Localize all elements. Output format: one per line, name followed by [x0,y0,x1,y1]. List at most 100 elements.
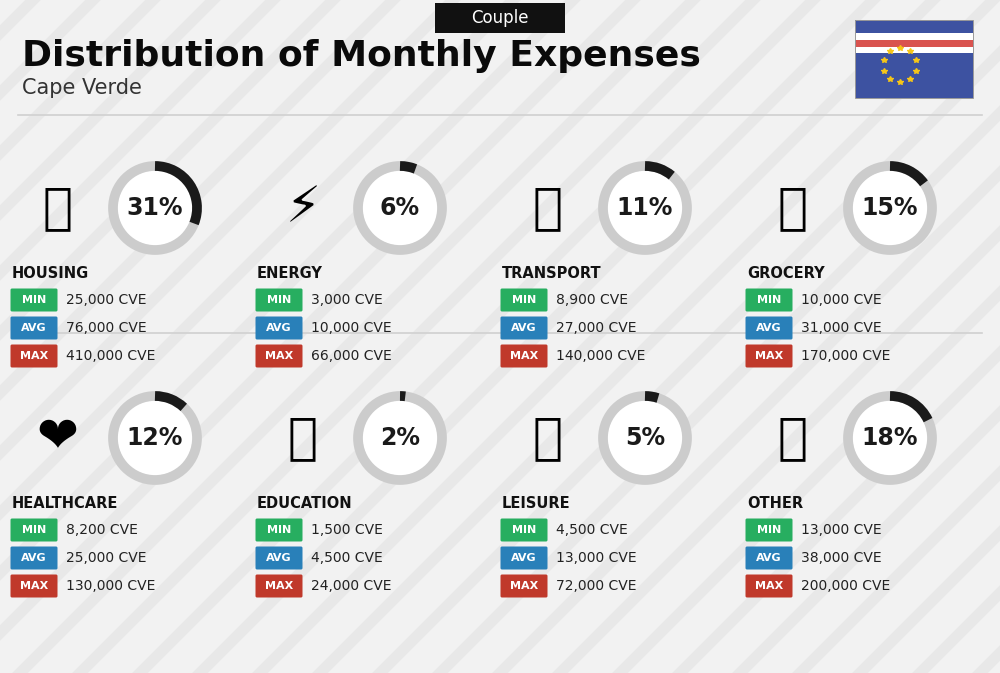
Text: AVG: AVG [511,323,537,333]
Text: MAX: MAX [265,581,293,591]
FancyBboxPatch shape [855,52,973,98]
FancyBboxPatch shape [256,518,302,542]
Text: TRANSPORT: TRANSPORT [502,266,602,281]
Text: 25,000 CVE: 25,000 CVE [66,551,146,565]
Circle shape [852,170,928,246]
Text: MIN: MIN [267,525,291,535]
Circle shape [362,400,438,476]
FancyBboxPatch shape [256,546,302,569]
Text: AVG: AVG [21,323,47,333]
Text: 10,000 CVE: 10,000 CVE [801,293,882,307]
Text: 8,900 CVE: 8,900 CVE [556,293,628,307]
Text: 🏢: 🏢 [43,184,73,232]
Text: 🎓: 🎓 [288,414,318,462]
Circle shape [608,170,682,246]
Text: 27,000 CVE: 27,000 CVE [556,321,637,335]
FancyBboxPatch shape [10,518,58,542]
Text: 15%: 15% [862,196,918,220]
Text: 8,200 CVE: 8,200 CVE [66,523,138,537]
FancyBboxPatch shape [10,289,58,312]
Text: 2%: 2% [380,426,420,450]
FancyBboxPatch shape [746,316,792,339]
Text: HEALTHCARE: HEALTHCARE [12,495,118,511]
Text: 3,000 CVE: 3,000 CVE [311,293,383,307]
Text: 🛒: 🛒 [778,184,808,232]
FancyBboxPatch shape [501,518,548,542]
Text: 13,000 CVE: 13,000 CVE [556,551,637,565]
Text: MAX: MAX [265,351,293,361]
FancyBboxPatch shape [501,546,548,569]
Text: 🛍️: 🛍️ [533,414,563,462]
Text: MAX: MAX [755,581,783,591]
Text: MIN: MIN [267,295,291,305]
Text: ❤️: ❤️ [37,414,79,462]
Text: AVG: AVG [511,553,537,563]
FancyBboxPatch shape [501,575,548,598]
Text: Cape Verde: Cape Verde [22,78,142,98]
Circle shape [118,170,192,246]
FancyBboxPatch shape [256,345,302,367]
Text: AVG: AVG [21,553,47,563]
Text: 🚌: 🚌 [533,184,563,232]
Text: MIN: MIN [512,525,536,535]
Text: MIN: MIN [22,525,46,535]
Text: AVG: AVG [756,553,782,563]
FancyBboxPatch shape [501,289,548,312]
Text: 76,000 CVE: 76,000 CVE [66,321,147,335]
Text: MAX: MAX [755,351,783,361]
Text: 4,500 CVE: 4,500 CVE [556,523,628,537]
Text: 38,000 CVE: 38,000 CVE [801,551,882,565]
FancyBboxPatch shape [746,518,792,542]
Text: 170,000 CVE: 170,000 CVE [801,349,890,363]
Text: 140,000 CVE: 140,000 CVE [556,349,645,363]
Text: 200,000 CVE: 200,000 CVE [801,579,890,593]
Text: AVG: AVG [266,323,292,333]
Text: 12%: 12% [127,426,183,450]
Text: 5%: 5% [625,426,665,450]
Text: MAX: MAX [20,581,48,591]
Text: 10,000 CVE: 10,000 CVE [311,321,392,335]
Text: 4,500 CVE: 4,500 CVE [311,551,383,565]
FancyBboxPatch shape [855,33,973,40]
Text: EDUCATION: EDUCATION [257,495,353,511]
FancyBboxPatch shape [10,575,58,598]
Text: MIN: MIN [22,295,46,305]
Text: 130,000 CVE: 130,000 CVE [66,579,155,593]
Text: GROCERY: GROCERY [747,266,825,281]
Text: MIN: MIN [757,525,781,535]
Circle shape [852,400,928,476]
Text: 31%: 31% [127,196,183,220]
Text: MAX: MAX [20,351,48,361]
FancyBboxPatch shape [10,546,58,569]
FancyBboxPatch shape [501,316,548,339]
FancyBboxPatch shape [435,3,565,33]
FancyBboxPatch shape [746,575,792,598]
Text: AVG: AVG [266,553,292,563]
Text: 66,000 CVE: 66,000 CVE [311,349,392,363]
FancyBboxPatch shape [501,345,548,367]
Text: 18%: 18% [862,426,918,450]
Text: Distribution of Monthly Expenses: Distribution of Monthly Expenses [22,39,701,73]
Circle shape [362,170,438,246]
FancyBboxPatch shape [256,575,302,598]
FancyBboxPatch shape [10,316,58,339]
FancyBboxPatch shape [10,345,58,367]
FancyBboxPatch shape [746,345,792,367]
Text: MIN: MIN [512,295,536,305]
Text: 72,000 CVE: 72,000 CVE [556,579,637,593]
FancyBboxPatch shape [855,46,973,52]
FancyBboxPatch shape [256,289,302,312]
Text: 1,500 CVE: 1,500 CVE [311,523,383,537]
FancyBboxPatch shape [855,40,973,46]
FancyBboxPatch shape [855,20,973,33]
Text: AVG: AVG [756,323,782,333]
Text: 31,000 CVE: 31,000 CVE [801,321,882,335]
Text: ⚡: ⚡ [285,184,321,232]
Text: 💰: 💰 [778,414,808,462]
FancyBboxPatch shape [746,289,792,312]
Text: MIN: MIN [757,295,781,305]
Text: 24,000 CVE: 24,000 CVE [311,579,392,593]
FancyBboxPatch shape [256,316,302,339]
Text: 6%: 6% [380,196,420,220]
Text: HOUSING: HOUSING [12,266,89,281]
